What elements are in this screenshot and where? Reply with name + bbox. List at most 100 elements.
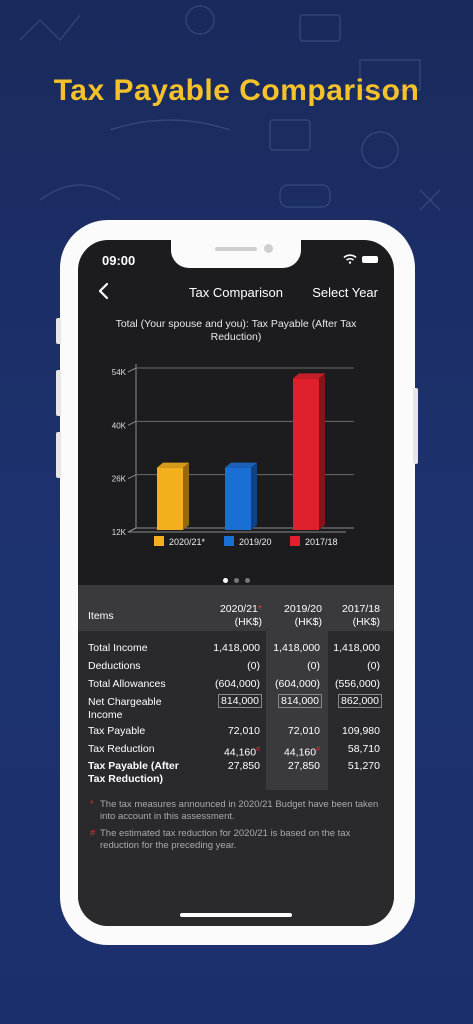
legend-swatch [224,536,234,546]
row-value: (604,000) [275,678,320,690]
legend-swatch [290,536,300,546]
header-col2: 2019/20 (HK$) [264,603,322,629]
y-tick-label: 12K [112,528,127,537]
bar-top [225,462,257,468]
row-value: 109,980 [342,725,380,737]
table-header-bg [78,585,394,631]
gridline-depth [127,420,137,426]
row-value: 1,418,000 [213,642,260,654]
highlighted-column [266,585,328,790]
header-col1-year: 2020/21 [219,603,258,615]
bar-chart: 12K 26K 40K 54K 2020/21* 2019/20 2017/18 [112,364,354,547]
row-value: 44,160# [200,743,260,760]
value-mark: # [316,746,320,753]
background-doodles [19,5,441,211]
bar-side [183,462,189,530]
bar-top [157,462,189,468]
y-tick-label: 54K [112,368,127,377]
chart-panel: Total (Your spouse and you): Tax Payable… [78,310,394,585]
row-value: 862,000 [334,694,382,708]
row-value: (556,000) [335,678,380,690]
row-label: Tax Payable (After Tax Reduction) [88,760,179,785]
value-mark: # [256,746,260,753]
select-year-button[interactable]: Select Year [312,285,378,300]
row-value: 72,010 [287,725,320,737]
header-col1: 2020/21* (HK$) [198,603,262,629]
header-items: Items [88,610,114,622]
row-value: (0) [367,660,380,672]
row-value: 814,000 [276,694,322,708]
bar-2019/20 [225,467,251,530]
phone-power-button [413,388,418,464]
row-label: Tax Payable [88,725,146,737]
phone-volume-down [56,432,61,478]
bar-top [293,373,325,379]
front-camera [264,244,273,253]
header-col2-year: 2019/20 [284,603,322,615]
row-label: Total Income [88,642,148,654]
row-label: Deductions [88,660,141,672]
y-tick-label: 26K [112,475,127,484]
bar-side [251,462,257,530]
header-col3-unit: (HK$) [352,616,380,628]
bar-side [319,373,325,530]
footnote-text: The tax measures announced in 2020/21 Bu… [100,799,379,822]
bar-2017/18 [293,378,319,530]
row-label: Tax Reduction [88,743,155,755]
home-indicator[interactable] [180,913,292,917]
navigation-bar: Tax Comparison Select Year [78,278,394,310]
header-col1-mark: * [257,603,262,615]
legend-label: 2017/18 [305,537,338,547]
page-indicator [78,570,394,588]
page-dot[interactable] [222,578,228,583]
row-label: Total Allowances [88,678,166,690]
row-value: 1,418,000 [273,642,320,654]
legend-swatch [154,536,164,546]
page-dot[interactable] [244,578,250,583]
header-col3: 2017/18 (HK$) [322,603,380,629]
row-value: 44,160# [260,743,320,760]
battery-icon [362,255,378,263]
row-value: 27,850 [287,760,320,772]
footnote-mark: * [90,799,94,810]
row-value: 27,850 [227,760,260,772]
value-text: 44,160 [283,746,317,759]
phone-notch [171,240,301,268]
boxed-value: 814,000 [218,694,262,708]
wifi-icon [343,254,357,264]
gridline-depth [127,474,137,480]
row-value: 814,000 [216,694,262,708]
row-value: (604,000) [215,678,260,690]
footnote-mark: # [90,828,96,839]
row-value: (0) [247,660,260,672]
y-tick-label: 40K [112,421,127,430]
legend-label: 2019/20 [239,537,272,547]
page-dot[interactable] [233,578,239,583]
page-headline: Tax Payable Comparison [53,74,420,107]
back-chevron-icon[interactable] [94,281,114,301]
gridline-depth [127,527,137,533]
boxed-value: 862,000 [338,694,382,708]
row-value: 58,710 [347,743,380,755]
app-screen: 09:00 Tax Comparison Select Year Total (… [78,240,394,926]
speaker-grille [215,247,257,251]
row-value: 1,418,000 [333,642,380,654]
status-icons [343,254,378,264]
phone-silent-switch [56,318,61,344]
boxed-value: 814,000 [278,694,322,708]
nav-title: Tax Comparison [189,285,283,300]
header-col1-unit: (HK$) [234,616,262,628]
legend-label: 2020/21* [169,537,206,547]
gridline-depth [127,367,137,373]
header-col3-year: 2017/18 [342,603,380,615]
row-value: 51,270 [347,760,380,772]
bar-2020/21* [157,467,183,530]
footnote-text: The estimated tax reduction for 2020/21 … [100,828,351,851]
phone-volume-up [56,370,61,416]
status-time: 09:00 [102,253,136,268]
comparison-table: Items 2020/21* (HK$) 2019/20 (HK$) 2017/… [78,585,394,926]
value-text: 44,160 [223,746,257,759]
header-col2-unit: (HK$) [294,616,322,628]
row-value: 72,010 [227,725,260,737]
row-value: (0) [307,660,320,672]
